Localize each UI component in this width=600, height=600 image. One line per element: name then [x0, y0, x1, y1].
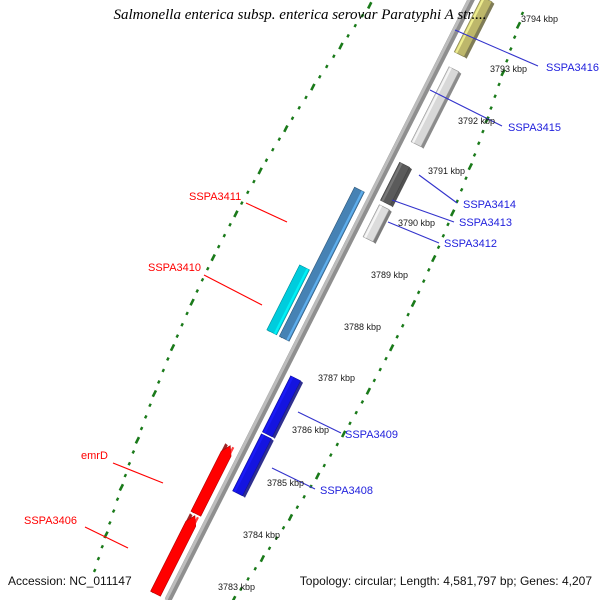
ruler-tick-label: 3785 kbp	[267, 478, 304, 488]
gene-label-sspa3415[interactable]: SSPA3415	[508, 122, 561, 134]
genome-summary-status: Topology: circular; Length: 4,581,797 bp…	[300, 574, 593, 588]
gene-feature-sspa3414[interactable]	[380, 161, 412, 208]
gene-label-emrd[interactable]: emrD	[81, 450, 108, 462]
ruler-track-right	[231, 11, 525, 600]
label-leader-layer	[84, 29, 539, 549]
gene-feature-emrd[interactable]	[190, 443, 235, 517]
gene-label-layer[interactable]: SSPA3416 SSPA3415 SSPA3414 SSPA3413 SSPA3412…	[24, 62, 599, 527]
gene-feature-sspa3410[interactable]	[266, 264, 310, 336]
gene-feature-sspa3415[interactable]	[410, 66, 462, 149]
gene-label-sspa3410[interactable]: SSPA3410	[148, 262, 201, 274]
gene-label-sspa3408[interactable]: SSPA3408	[320, 485, 373, 497]
gene-label-sspa3406[interactable]: SSPA3406	[24, 515, 77, 527]
ruler-tick-label: 3786 kbp	[292, 425, 329, 435]
gene-label-sspa3412[interactable]: SSPA3412	[444, 238, 497, 250]
gene-feature-sspa3409[interactable]	[262, 375, 304, 439]
ruler-tick-label: 3793 kbp	[490, 64, 527, 74]
gene-label-sspa3411[interactable]: SSPA3411	[189, 191, 241, 203]
ruler-tick-label-layer: 3794 kbp 3793 kbp 3792 kbp 3791 kbp 3790 kbp…	[218, 14, 558, 592]
ruler-tick-label: 3787 kbp	[318, 373, 355, 383]
gene-label-sspa3409[interactable]: SSPA3409	[345, 429, 398, 441]
ruler-tick-label: 3790 kbp	[398, 218, 435, 228]
gene-feature-layer[interactable]	[150, 0, 495, 597]
gene-label-sspa3414[interactable]: SSPA3414	[463, 199, 516, 211]
ruler-track-left	[92, 1, 373, 573]
organism-title: Salmonella enterica subsp. enterica sero…	[113, 7, 486, 23]
ruler-tick-label: 3792 kbp	[458, 116, 495, 126]
accession-status: Accession: NC_011147	[8, 574, 132, 588]
gene-label-sspa3416[interactable]: SSPA3416	[546, 62, 599, 74]
ruler-tick-label: 3789 kbp	[371, 270, 408, 280]
gene-feature-sspa3408[interactable]	[232, 433, 274, 498]
gene-feature-sspa3412[interactable]	[362, 204, 392, 244]
gene-feature-sspa3406[interactable]	[150, 513, 199, 597]
ruler-tick-label: 3791 kbp	[428, 166, 465, 176]
gene-feature-sspa3411[interactable]	[278, 186, 365, 342]
ruler-tick-label: 3783 kbp	[218, 582, 255, 592]
ruler-tick-label: 3784 kbp	[243, 530, 280, 540]
ruler-tick-label: 3794 kbp	[521, 14, 558, 24]
ruler-tick-label: 3788 kbp	[344, 322, 381, 332]
genome-backbone[interactable]	[164, 0, 478, 600]
gene-label-sspa3413[interactable]: SSPA3413	[459, 217, 512, 229]
